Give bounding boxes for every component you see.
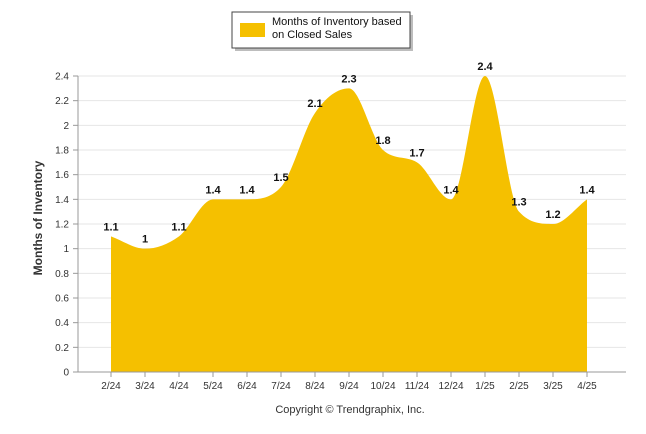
data-label: 1 [142, 234, 148, 246]
data-label: 2.3 [341, 73, 356, 85]
data-label: 1.1 [171, 221, 186, 233]
y-tick-label: 1.6 [55, 170, 69, 181]
data-label: 2.4 [477, 61, 493, 73]
data-label: 1.4 [239, 184, 255, 196]
x-tick-label: 1/25 [475, 381, 495, 392]
y-tick-label: 2.2 [55, 96, 69, 107]
y-tick-label: 0.6 [55, 294, 69, 305]
data-label: 1.3 [511, 197, 526, 209]
data-label: 1.4 [443, 184, 459, 196]
y-tick-label: 0.8 [55, 269, 69, 280]
x-tick-label: 2/24 [101, 381, 121, 392]
series-area [111, 76, 587, 372]
y-axis: 0 0.2 0.4 0.6 0.8 1 1.2 1.4 1.6 1.8 2 2.2 2.4 [55, 72, 79, 379]
data-label: 1.5 [273, 172, 288, 184]
x-tick-label: 11/24 [405, 381, 430, 392]
legend: Months of Inventory based on Closed Sale… [231, 11, 413, 51]
x-tick-label: 9/24 [339, 381, 359, 392]
x-tick-label: 4/25 [577, 381, 597, 392]
y-tick-label: 0 [63, 368, 69, 379]
y-tick-label: 2.4 [55, 72, 69, 83]
y-tick-label: 1.4 [55, 195, 69, 206]
y-tick-label: 1 [63, 244, 69, 255]
y-tick-label: 0.2 [55, 343, 69, 354]
y-tick-label: 1.8 [55, 146, 69, 157]
x-tick-label: 7/24 [271, 381, 291, 392]
data-label: 1.2 [545, 209, 560, 221]
data-label: 2.1 [307, 98, 322, 110]
data-label: 1.4 [579, 184, 595, 196]
data-labels: 1.1 1 1.1 1.4 1.4 1.5 2.1 2.3 1.8 1.7 1.4 2.4 1.3 1.2… [103, 61, 595, 246]
y-axis-title: Months of Inventory [31, 160, 45, 275]
data-label: 1.7 [409, 147, 424, 159]
legend-swatch [240, 23, 265, 37]
x-tick-label: 5/24 [203, 381, 223, 392]
data-label: 1.1 [103, 221, 118, 233]
x-tick-label: 4/24 [169, 381, 189, 392]
x-axis: 2/24 3/24 4/24 5/24 6/24 7/24 8/24 9/24 10/24 11/… [78, 371, 626, 392]
y-tick-label: 0.4 [55, 318, 69, 329]
x-tick-label: 12/24 [438, 381, 463, 392]
plot-area [111, 76, 587, 372]
x-tick-label: 3/24 [135, 381, 155, 392]
x-tick-label: 6/24 [237, 381, 257, 392]
x-tick-label: 2/25 [509, 381, 529, 392]
data-label: 1.8 [375, 135, 390, 147]
y-tick-label: 1.2 [55, 220, 69, 231]
copyright-credit: Copyright © Trendgraphix, Inc. [275, 404, 424, 416]
x-tick-label: 10/24 [370, 381, 395, 392]
data-label: 1.4 [205, 184, 221, 196]
x-tick-label: 3/25 [543, 381, 563, 392]
x-tick-label: 8/24 [305, 381, 325, 392]
legend-label-line-1: Months of Inventory based [272, 16, 402, 28]
legend-label-line-2: on Closed Sales [272, 29, 353, 41]
y-tick-label: 2 [63, 121, 69, 132]
